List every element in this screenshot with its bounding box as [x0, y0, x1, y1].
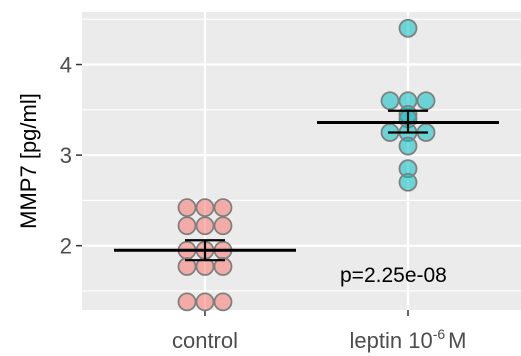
data-point	[177, 292, 197, 312]
data-point	[380, 91, 400, 111]
y-tick-label: 3	[60, 143, 72, 168]
data-points	[177, 18, 436, 312]
data-point	[416, 91, 436, 111]
y-axis-title: MMP7 [pg/ml]	[16, 93, 41, 229]
y-axis-ticks: 2 3 4	[60, 53, 82, 259]
data-point	[398, 172, 418, 192]
data-point	[195, 216, 215, 236]
data-point	[213, 292, 233, 312]
data-point	[213, 216, 233, 236]
data-point	[213, 198, 233, 218]
x-tick-label-text: leptin 10	[350, 328, 433, 353]
x-tick-label: leptin 10-6 M	[350, 326, 467, 353]
x-tick-label: control	[172, 328, 238, 353]
data-point	[195, 198, 215, 218]
y-tick-label: 2	[60, 234, 72, 259]
data-point	[195, 292, 215, 312]
x-tick-label-unit: M	[448, 328, 466, 353]
x-tick-label-text: control	[172, 328, 238, 353]
data-point	[177, 198, 197, 218]
data-point	[398, 136, 418, 156]
p-value-annotation: p=2.25e-08	[340, 264, 447, 287]
y-tick-label: 4	[60, 53, 72, 78]
x-tick-label-superscript: -6	[433, 326, 446, 342]
summary-stats	[114, 109, 499, 262]
data-point	[177, 216, 197, 236]
x-axis-ticks: control leptin 10-6 M	[172, 310, 467, 353]
data-point	[177, 257, 197, 276]
plot-panel	[82, 12, 521, 310]
data-point	[398, 18, 418, 38]
data-point	[213, 257, 233, 276]
